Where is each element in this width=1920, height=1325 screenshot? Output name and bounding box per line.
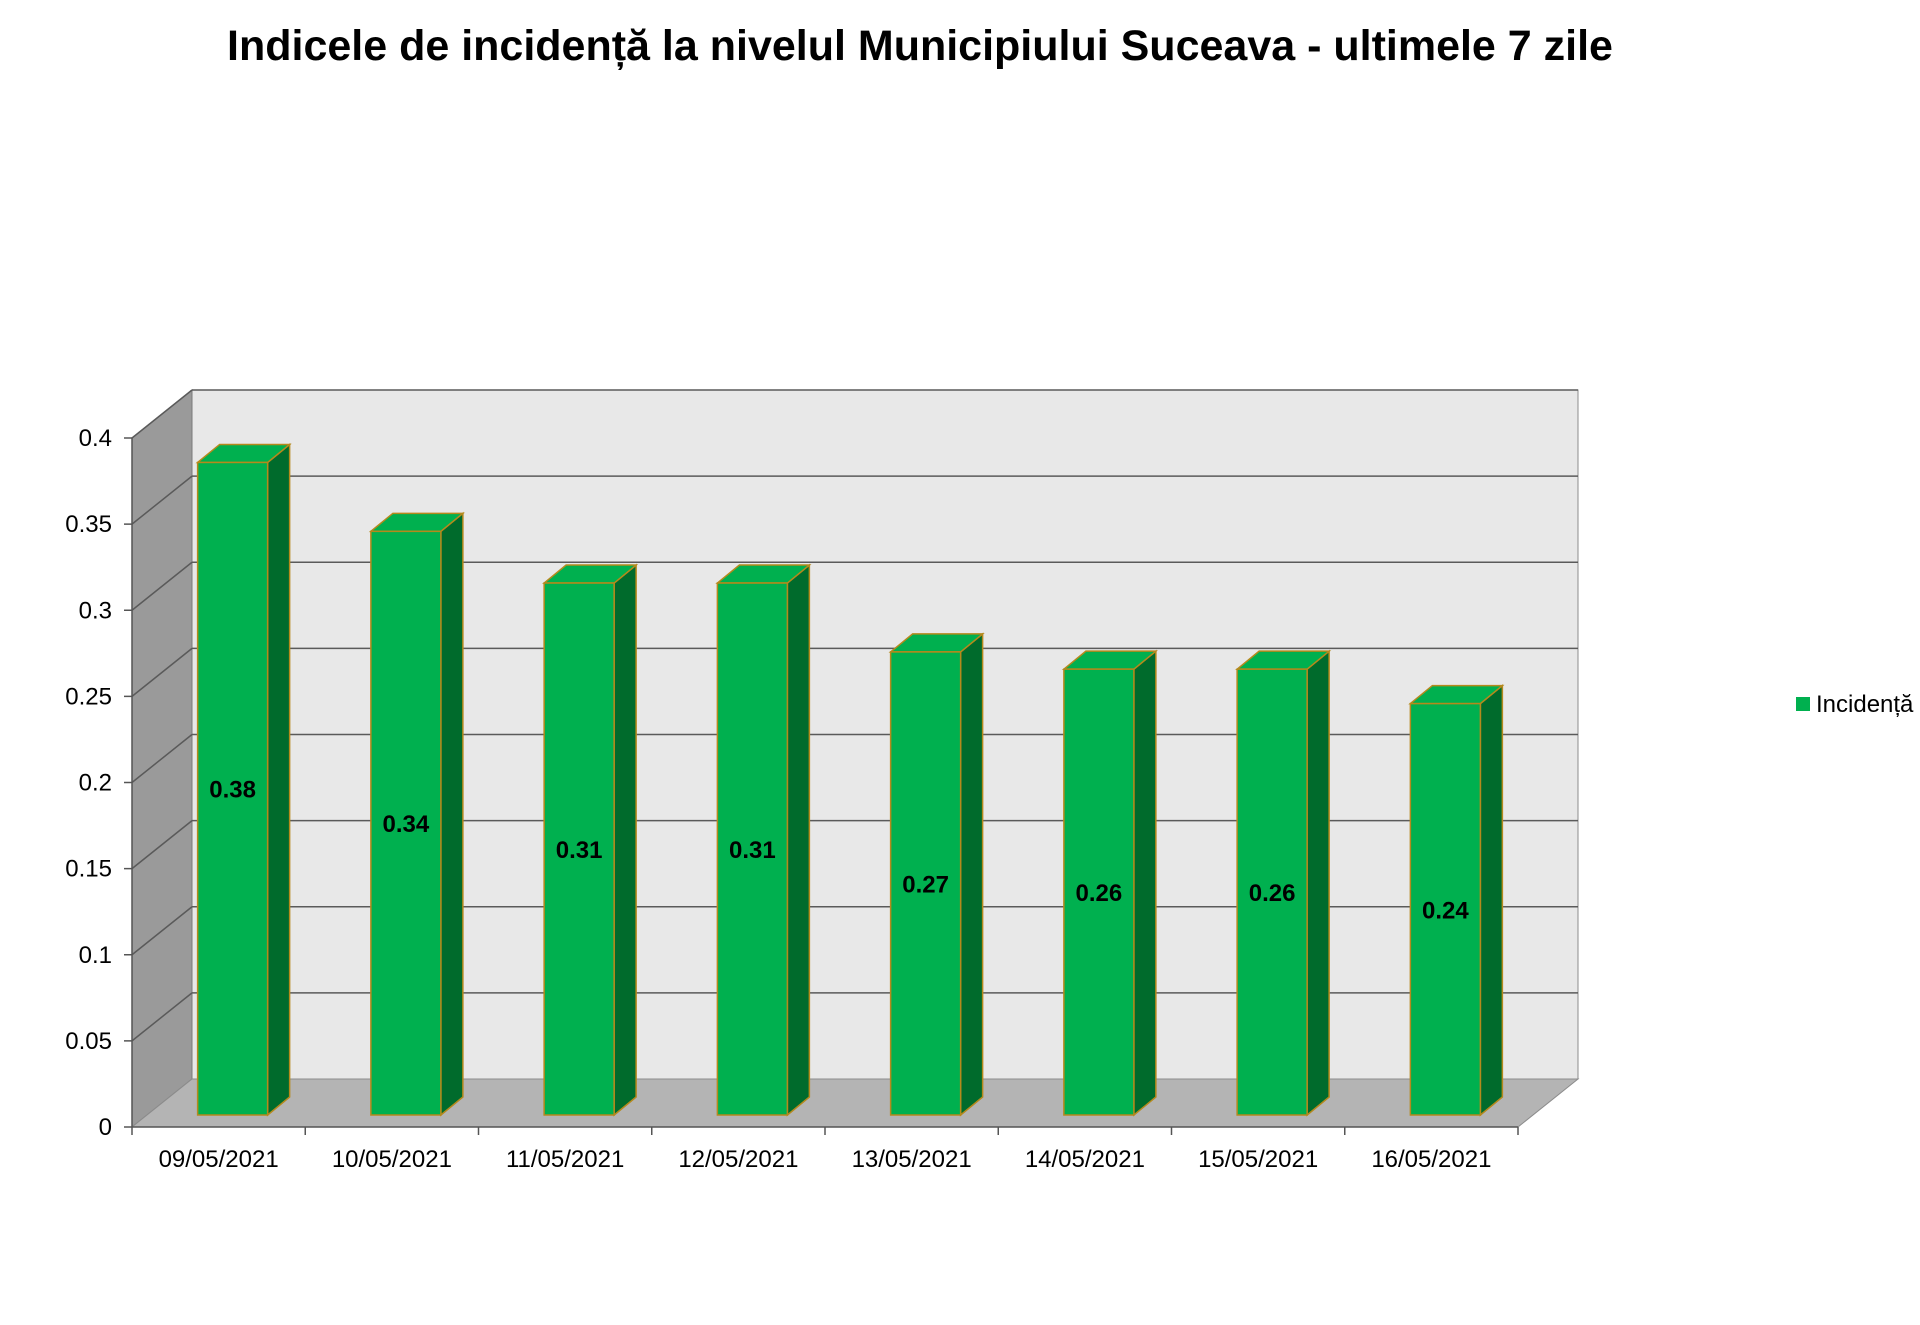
bar-side — [1479, 684, 1504, 1117]
bar-group: 0.26 — [1235, 649, 1332, 1117]
data-label: 0.34 — [383, 811, 430, 838]
chart-title: Indicele de incidență la nivelul Municip… — [227, 22, 1613, 70]
bar — [716, 582, 789, 1116]
y-tick-label: 0.3 — [79, 597, 112, 624]
bar — [1409, 702, 1482, 1116]
bar-side — [1306, 649, 1330, 1117]
gridline-side — [131, 561, 193, 611]
gridline-side — [131, 389, 193, 439]
gridline-side — [131, 475, 193, 525]
bar-group: 0.38 — [195, 442, 292, 1117]
legend-swatch — [1796, 697, 1810, 711]
bar — [1063, 668, 1135, 1116]
bar-group: 0.31 — [542, 563, 639, 1117]
x-tick-label: 09/05/2021 — [159, 1146, 279, 1173]
x-tick-label: 13/05/2021 — [852, 1146, 972, 1173]
gridline-side — [131, 906, 193, 956]
gridline-side — [131, 992, 193, 1042]
y-tick-label: 0.35 — [65, 511, 112, 538]
y-tick-label: 0.25 — [65, 683, 112, 710]
x-tick-label: 12/05/2021 — [678, 1146, 798, 1173]
bar-side — [613, 563, 637, 1117]
bar-side — [266, 442, 291, 1117]
data-label: 0.26 — [1076, 880, 1123, 907]
y-axis: 0 0.05 0.1 0.15 0.2 0.25 0.3 0.35 0.4 — [65, 425, 133, 1141]
bar-group: 0.34 — [368, 511, 465, 1117]
bar-side — [786, 563, 811, 1117]
data-label: 0.27 — [902, 871, 949, 898]
gridline-side — [131, 733, 193, 784]
data-label: 0.26 — [1249, 880, 1296, 907]
y-tick-label: 0.05 — [65, 1028, 112, 1055]
y-tick-label: 0.15 — [65, 856, 112, 883]
gridline-side — [131, 820, 193, 870]
bar — [889, 651, 962, 1116]
data-label: 0.24 — [1422, 897, 1469, 924]
y-tick-label: 0.2 — [79, 770, 112, 797]
x-tick-label: 14/05/2021 — [1025, 1146, 1145, 1173]
y-tick-label: 0 — [99, 1114, 112, 1141]
x-tick-label: 16/05/2021 — [1371, 1146, 1491, 1173]
bar — [196, 461, 269, 1116]
y-tick-label: 0.4 — [79, 425, 112, 452]
x-tick-label: 11/05/2021 — [506, 1146, 624, 1173]
bar-group: 0.31 — [715, 563, 812, 1117]
bar-side — [1133, 649, 1157, 1117]
bar — [370, 530, 442, 1116]
bar — [1236, 668, 1308, 1116]
data-label: 0.31 — [556, 837, 603, 864]
chart-walls — [130, 388, 1580, 1129]
x-tick-label: 10/05/2021 — [332, 1146, 452, 1173]
legend: Incidență — [1796, 691, 1914, 718]
bar-group: 0.24 — [1408, 684, 1505, 1117]
bar-side — [959, 632, 984, 1117]
gridline-side — [131, 647, 193, 697]
bar-side — [440, 511, 464, 1117]
legend-label: Incidență — [1816, 691, 1914, 718]
data-label: 0.38 — [209, 777, 256, 804]
floor — [130, 1078, 1580, 1128]
x-axis: 09/05/2021 10/05/2021 11/05/2021 12/05/2021… — [131, 1126, 1519, 1173]
y-tick-label: 0.1 — [79, 942, 112, 969]
bars: 0.38 0.34 0.31 0.31 0.27 0.26 0.26 0.24 — [195, 442, 1505, 1117]
x-tick-label: 15/05/2021 — [1198, 1146, 1318, 1173]
bar-group: 0.26 — [1061, 649, 1158, 1117]
bar-group: 0.27 — [888, 632, 985, 1117]
bar — [543, 582, 615, 1116]
data-label: 0.31 — [729, 837, 776, 864]
